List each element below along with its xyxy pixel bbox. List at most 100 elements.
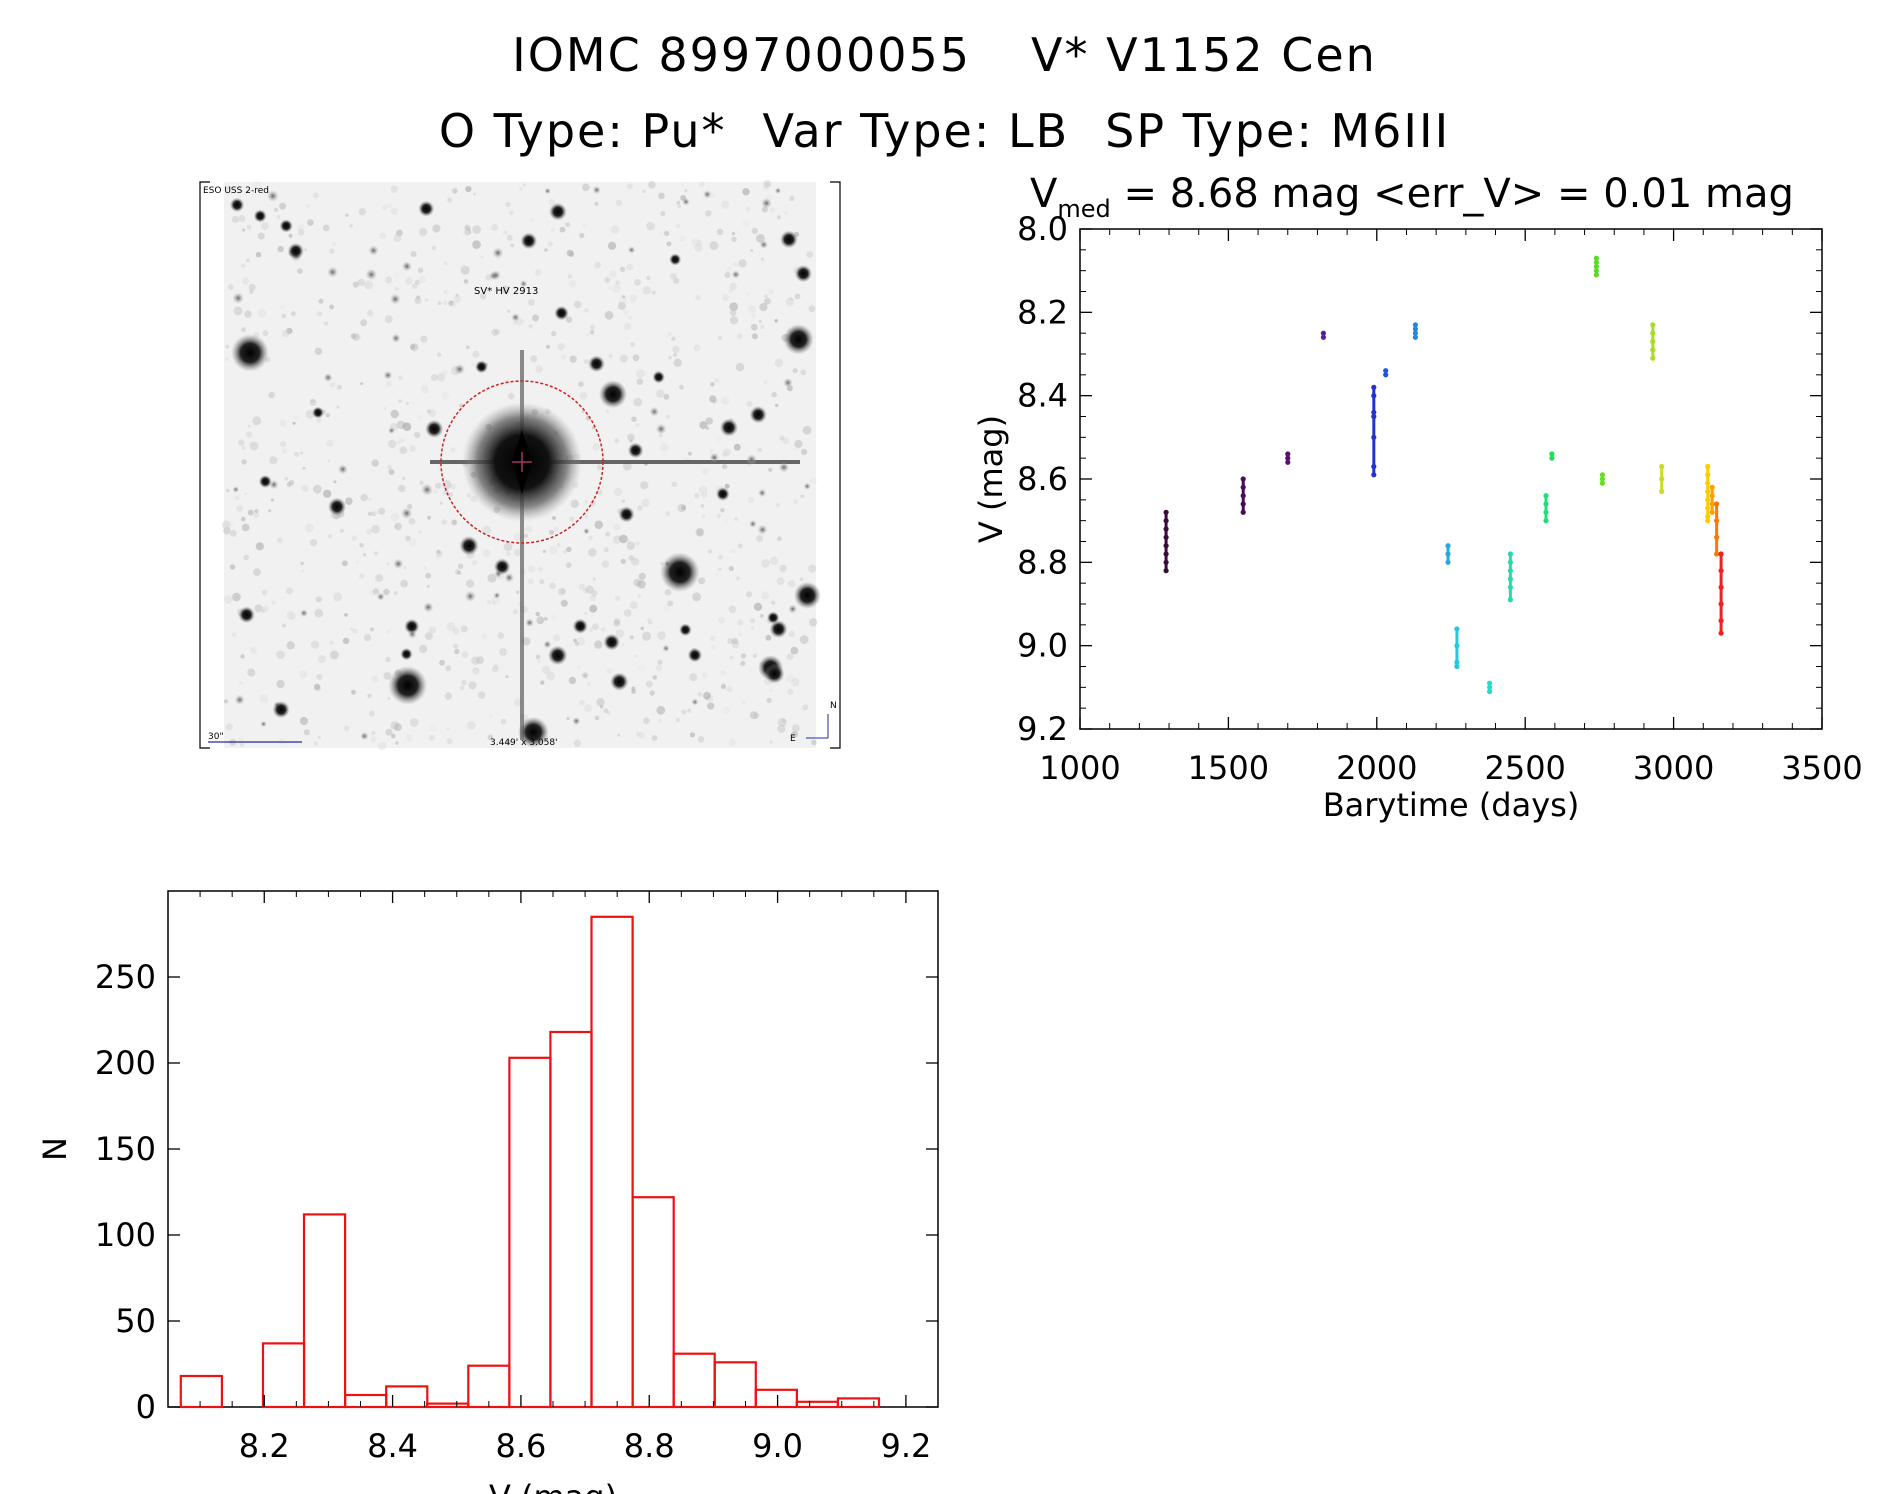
sky-noise-blob [763,180,772,188]
sky-noise-blob [311,640,320,649]
sky-noise-blob [606,667,613,674]
sky-noise-blob [774,358,784,368]
lc-data-point [1454,626,1460,632]
sky-noise-blob [482,549,491,558]
field-star [572,716,581,726]
sky-noise-blob [802,425,812,435]
sky-noise-blob [243,554,250,561]
sky-noise-blob [729,282,737,291]
sky-noise-blob [410,344,416,350]
sky-noise-blob [385,728,393,736]
sky-noise-blob [790,677,800,687]
sky-noise-blob [603,708,609,714]
sky-noise-blob [428,734,435,742]
lc-data-point [1593,263,1599,270]
sky-noise-blob [318,298,324,304]
sky-noise-blob [554,526,559,532]
field-star [547,645,568,666]
sky-noise-blob [491,328,499,336]
sky-noise-blob [247,668,256,677]
field-star [299,609,308,618]
field-star [421,483,433,496]
sky-noise-blob [278,738,285,745]
sky-noise-blob [372,588,380,595]
sky-noise-blob [720,508,725,513]
sky-noise-blob [225,344,230,349]
field-star [679,623,692,637]
sky-noise-blob [692,592,701,602]
lc-y-tick-label: 8.0 [1017,210,1068,248]
lc-data-point [1163,526,1169,532]
sky-noise-blob [766,697,772,704]
lc-x-tick-label: 2500 [1484,749,1565,787]
hist-bar [713,1361,757,1409]
field-star [669,253,682,266]
sky-noise-blob [390,185,398,193]
light-curve-panel: Vmed = 8.68 mag <err_V> = 0.01 mag 1000 1… [972,171,1863,824]
lc-data-point [1714,501,1720,507]
sky-noise-blob [592,577,597,581]
field-star [519,280,528,288]
sky-noise-blob [568,676,577,685]
sky-noise-blob [446,727,450,731]
sky-noise-blob [424,632,433,641]
sky-noise-blob [658,433,663,438]
sky-noise-blob [605,409,610,413]
sky-noise-blob [673,277,680,284]
sky-noise-blob [442,370,448,375]
sky-noise-blob [664,589,672,596]
sky-noise-blob [453,643,459,649]
sky-noise-blob [746,591,753,598]
sky-noise-blob [604,277,611,283]
sky-noise-blob [601,560,610,568]
lc-data-point [1709,484,1715,490]
sky-noise-blob [430,374,438,382]
sky-noise-blob [235,495,240,501]
field-star [520,232,538,250]
sky-noise-blob [368,710,375,717]
field-star [454,363,466,375]
sky-noise-blob [439,659,445,666]
sky-noise-blob [612,284,621,293]
lc-y-tick-label: 8.2 [1017,293,1068,331]
sky-noise-blob [710,382,715,387]
field-star [554,305,569,321]
sky-noise-blob [540,680,545,685]
sky-noise-blob [718,554,724,560]
hist-x-tick-label: 8.8 [624,1427,675,1465]
lc-y-tick-label: 9.0 [1017,627,1068,665]
sky-noise-blob [749,618,756,624]
sky-noise-blob [378,507,386,515]
lc-data-point [1705,513,1711,520]
field-star [748,519,757,528]
sky-noise-blob [727,638,734,645]
lc-data-point [1593,259,1599,265]
hist-bar [385,1385,429,1409]
field-star [691,698,699,706]
field-star [492,247,504,259]
sky-noise-blob [363,634,372,642]
sky-noise-blob [472,225,481,234]
sky-noise-blob [281,313,287,319]
field-star [258,474,272,489]
sky-noise-blob [582,222,587,228]
sky-noise-blob [486,599,492,605]
sky-noise-blob [794,439,803,448]
lc-data-point [1507,584,1513,590]
field-star [583,527,590,535]
field-star [464,590,476,602]
lc-data-point [1507,568,1513,574]
sky-noise-blob [541,665,551,675]
sky-noise-blob [428,626,436,634]
sky-noise-blob [603,547,609,553]
sky-noise-blob [742,188,750,196]
sky-noise-blob [491,601,496,605]
sky-noise-blob [735,362,745,372]
field-star [400,647,413,661]
lc-data-point [1445,559,1451,565]
sky-noise-blob [418,227,428,237]
sky-noise-blob [329,650,339,660]
sky-noise-blob [738,259,747,268]
sky-noise-blob [238,439,245,446]
sky-noise-blob [634,279,641,286]
